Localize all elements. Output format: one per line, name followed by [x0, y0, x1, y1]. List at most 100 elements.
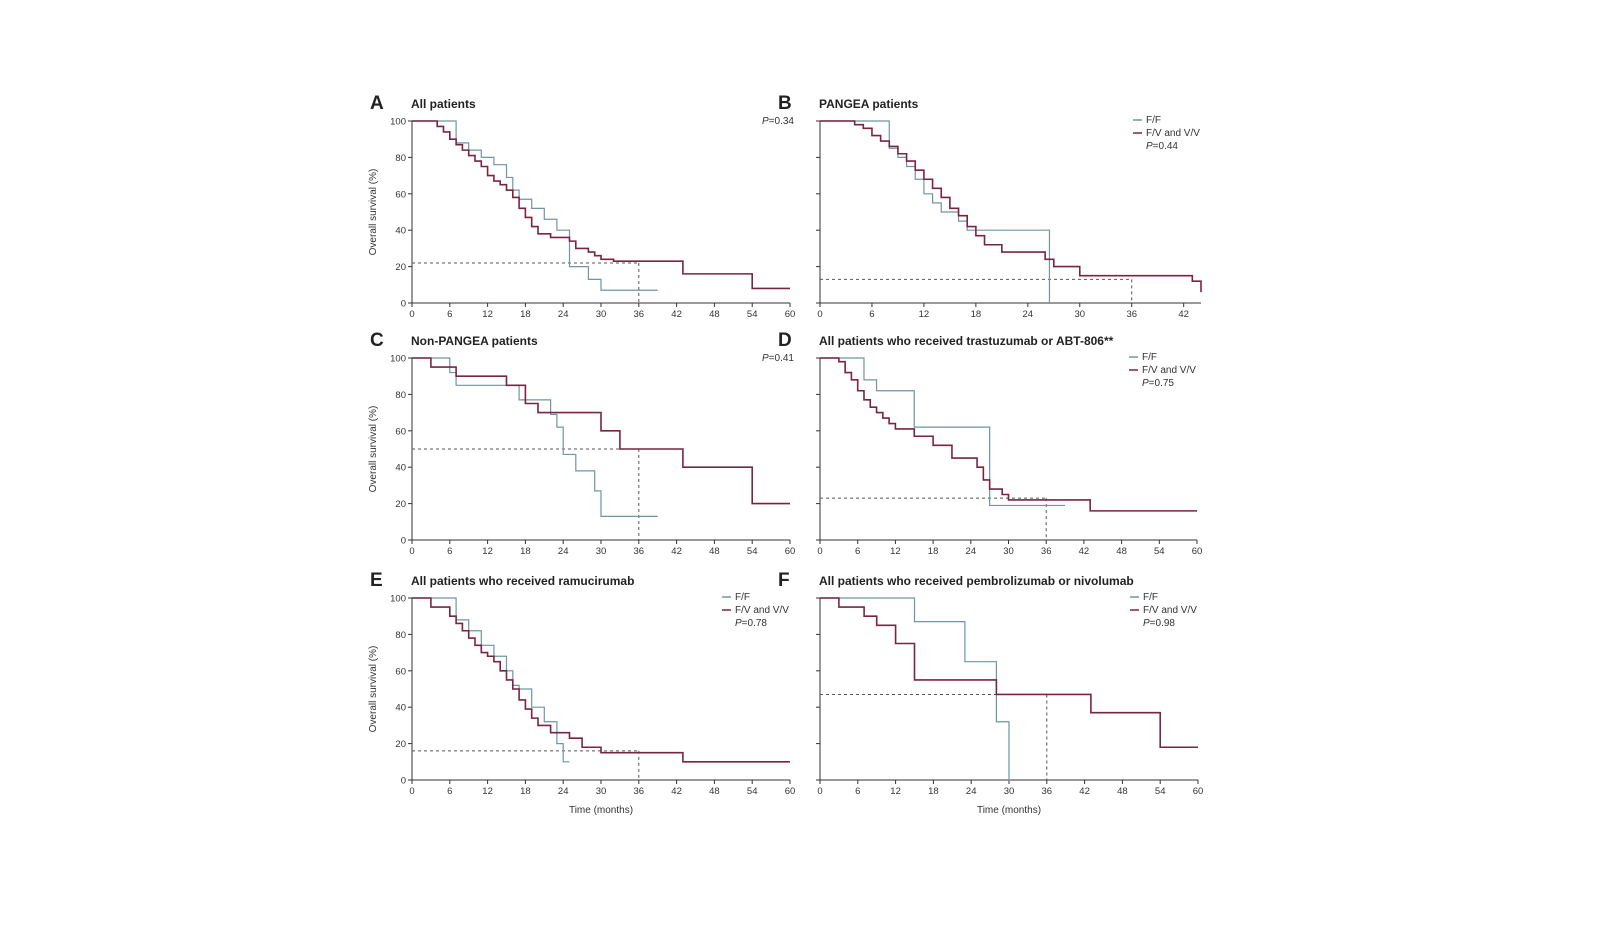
y-tick-label: 40: [395, 703, 406, 714]
y-tick-label: 20: [395, 499, 406, 510]
x-tick-label: 42: [671, 546, 682, 557]
x-axis-title-e: Time (months): [569, 805, 633, 816]
x-tick-label: 24: [558, 786, 569, 797]
x-tick-label: 60: [785, 546, 796, 557]
x-tick-label: 60: [785, 309, 796, 320]
y-tick-label: 100: [390, 354, 406, 365]
panel-letter-f: F: [778, 570, 790, 591]
x-tick-label: 30: [596, 546, 607, 557]
survival-curve-fvvv: [820, 357, 1197, 512]
x-tick-label: 36: [1042, 786, 1053, 797]
panel-title-c: Non-PANGEA patients: [411, 334, 538, 348]
x-tick-label: 42: [1079, 786, 1090, 797]
y-tick-label: 80: [395, 390, 406, 401]
panel-d: D All patients who received trastuzumab o…: [778, 330, 1202, 557]
panel-title-b: PANGEA patients: [819, 97, 919, 111]
x-tick-label: 12: [919, 309, 930, 320]
survival-curve-ff: [820, 357, 1066, 507]
legend-label-fvvv: F/V and V/V: [1142, 365, 1196, 376]
panel-letter-c: C: [370, 330, 384, 351]
x-tick-label: 6: [855, 786, 860, 797]
y-tick-label: 100: [390, 594, 406, 605]
x-tick-label: 0: [817, 309, 822, 320]
legend-label-fvvv: F/V and V/V: [1146, 128, 1200, 139]
x-tick-label: 0: [409, 786, 414, 797]
x-tick-label: 24: [966, 546, 977, 557]
x-tick-label: 48: [709, 786, 720, 797]
x-tick-label: 30: [1074, 309, 1085, 320]
x-tick-label: 6: [447, 309, 452, 320]
y-tick-label: 20: [395, 262, 406, 273]
p-value-f: P=0.98: [1143, 618, 1175, 629]
x-tick-label: 30: [1004, 786, 1015, 797]
legend-label-ff: F/F: [1143, 592, 1158, 603]
x-tick-label: 60: [785, 786, 796, 797]
x-tick-label: 54: [747, 786, 758, 797]
x-tick-label: 6: [855, 546, 860, 557]
panel-b: B PANGEA patients 0 6 12 18 24 30 36 42 F/F F/V and…: [778, 93, 1202, 320]
survival-curve-ff: [412, 597, 570, 763]
y-tick-label: 0: [401, 299, 406, 310]
x-tick-label: 42: [671, 309, 682, 320]
x-tick-label: 0: [409, 309, 414, 320]
x-tick-label: 54: [747, 546, 758, 557]
survival-curve-fvvv: [412, 120, 790, 290]
x-tick-label: 54: [1154, 546, 1165, 557]
x-tick-label: 48: [1116, 546, 1127, 557]
panel-a: A All patients 0 20 40 60 80 100 0 6 12 18 24 30 36 42 4…: [368, 93, 795, 320]
legend-label-fvvv: F/V and V/V: [735, 605, 789, 616]
y-tick-label: 20: [395, 739, 406, 750]
x-tick-label: 30: [1003, 546, 1014, 557]
legend-label-fvvv: F/V and V/V: [1143, 605, 1197, 616]
panel-letter-d: D: [778, 330, 792, 351]
x-tick-label: 42: [1079, 546, 1090, 557]
x-tick-label: 6: [447, 546, 452, 557]
x-tick-label: 18: [520, 786, 531, 797]
x-tick-label: 18: [520, 309, 531, 320]
y-tick-label: 80: [395, 630, 406, 641]
panel-letter-a: A: [370, 93, 384, 114]
x-tick-label: 12: [482, 546, 493, 557]
x-tick-label: 36: [634, 786, 645, 797]
panel-title-d: All patients who received trastuzumab or…: [819, 334, 1114, 348]
x-tick-label: 60: [1193, 786, 1204, 797]
x-tick-label: 0: [817, 546, 822, 557]
y-axis-title-c: Overall survival (%): [368, 406, 379, 493]
p-value-e: P=0.78: [735, 618, 767, 629]
survival-curve-fvvv: [412, 597, 790, 763]
panel-letter-e: E: [370, 570, 383, 591]
x-tick-label: 54: [747, 309, 758, 320]
survival-curve-fvvv: [412, 357, 790, 505]
x-tick-label: 36: [1126, 309, 1137, 320]
legend-label-ff: F/F: [735, 592, 750, 603]
panel-letter-b: B: [778, 93, 792, 114]
x-tick-label: 30: [596, 309, 607, 320]
p-value-d: P=0.75: [1142, 378, 1174, 389]
x-tick-label: 54: [1155, 786, 1166, 797]
survival-curve-ff: [412, 120, 658, 291]
y-tick-label: 60: [395, 189, 406, 200]
x-tick-label: 12: [890, 786, 901, 797]
x-tick-label: 18: [971, 309, 982, 320]
y-tick-label: 40: [395, 463, 406, 474]
x-tick-label: 6: [869, 309, 874, 320]
legend-label-ff: F/F: [1146, 115, 1161, 126]
x-tick-label: 60: [1192, 546, 1203, 557]
survival-curve-ff: [412, 357, 658, 517]
x-tick-label: 18: [928, 786, 939, 797]
survival-curve-ff: [820, 597, 1011, 781]
x-tick-label: 0: [409, 546, 414, 557]
panel-title-f: All patients who received pembrolizumab …: [819, 574, 1134, 588]
p-value-a: P=0.34: [762, 116, 794, 127]
x-tick-label: 24: [558, 309, 569, 320]
x-tick-label: 12: [890, 546, 901, 557]
panel-e: E All patients who received ramucirumab 0 2…: [368, 570, 795, 816]
survival-curve-ff: [820, 120, 1051, 303]
y-tick-label: 100: [390, 117, 406, 128]
y-tick-label: 40: [395, 226, 406, 237]
panel-title-e: All patients who received ramucirumab: [411, 574, 634, 588]
x-tick-label: 12: [482, 309, 493, 320]
y-tick-label: 60: [395, 426, 406, 437]
x-tick-label: 24: [966, 786, 977, 797]
